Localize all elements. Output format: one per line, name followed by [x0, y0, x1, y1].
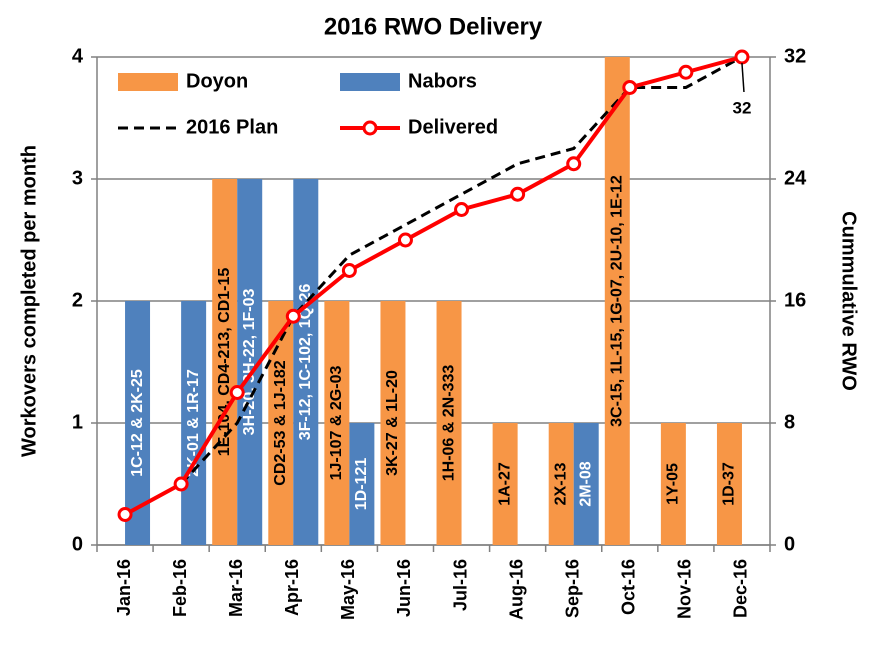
- data-label: 32: [732, 98, 751, 117]
- bar-label: 1C-12 & 2K-25: [129, 369, 146, 477]
- bar-label: 1Y-05: [665, 463, 682, 505]
- marker: [454, 202, 470, 217]
- marker: [285, 308, 301, 324]
- y2-tick-label: 16: [784, 289, 806, 311]
- x-tick-label: Jun-16: [394, 559, 414, 617]
- legend-marker: [362, 120, 378, 136]
- x-tick-label: Nov-16: [675, 559, 695, 619]
- marker: [397, 232, 413, 248]
- y-tick-label: 1: [72, 411, 83, 433]
- marker: [622, 80, 638, 95]
- marker: [510, 186, 526, 202]
- legend-label: Doyon: [186, 70, 248, 92]
- x-tick-label: Aug-16: [506, 559, 526, 620]
- bar: [324, 301, 350, 545]
- bar-label: CD2-53 & 1J-182: [272, 360, 289, 486]
- bar: [573, 423, 599, 545]
- marker: [734, 49, 750, 65]
- bar: [181, 301, 207, 545]
- marker: [678, 64, 694, 80]
- x-tick-label: Feb-16: [170, 559, 190, 617]
- line: [124, 55, 743, 517]
- x-tick-label: Apr-16: [282, 559, 302, 616]
- legend-label: Nabors: [408, 70, 477, 92]
- bar: [492, 423, 518, 545]
- x-tick-label: Mar-16: [226, 559, 246, 617]
- y-tick-label: 0: [72, 533, 83, 555]
- legend-swatch: [340, 73, 400, 91]
- y-tick-label: 3: [72, 167, 83, 189]
- y-axis-label: Workovers completed per month: [18, 145, 40, 457]
- bar: [349, 423, 375, 545]
- bar: [716, 423, 742, 545]
- bar: [436, 301, 462, 545]
- y2-tick-label: 24: [784, 167, 807, 189]
- x-tick-label: Dec-16: [731, 559, 751, 618]
- bar-label: 1D-37: [721, 462, 738, 506]
- y2-tick-label: 32: [784, 45, 806, 67]
- marker: [117, 507, 133, 522]
- bar: [548, 423, 574, 545]
- bar-label: 2M-08: [577, 461, 594, 506]
- bar-label: 1J-107 & 2G-03: [328, 366, 345, 481]
- x-tick-label: May-16: [338, 559, 358, 620]
- bar: [604, 57, 630, 545]
- legend-label: 2016 Plan: [186, 116, 278, 138]
- line: [124, 55, 743, 516]
- x-tick-label: Jul-16: [450, 559, 470, 611]
- y2-tick-label: 8: [784, 411, 795, 433]
- bar-label: 1H-06 & 2N-333: [440, 365, 457, 482]
- bar: [380, 301, 406, 545]
- y-tick-label: 4: [72, 45, 84, 67]
- marker: [341, 263, 357, 278]
- bar-label: 1A-27: [496, 462, 513, 506]
- chart-title: 2016 RWO Delivery: [324, 13, 543, 40]
- y-tick-label: 2: [72, 289, 83, 311]
- bar-label: 3C-15, 1L-15, 1G-07, 2U-10, 1E-12: [609, 175, 626, 427]
- y2-tick-label: 0: [784, 533, 795, 555]
- bar: [293, 179, 319, 545]
- x-tick-label: Sep-16: [562, 559, 582, 618]
- x-tick-label: Jan-16: [114, 559, 134, 616]
- label-leader: [741, 62, 745, 93]
- bar: [212, 179, 238, 545]
- bar-label: 3H-20, 3H-22, 1F-03: [241, 289, 258, 436]
- bar-label: 1D-121: [353, 458, 370, 511]
- marker: [229, 385, 245, 400]
- x-tick-label: Oct-16: [619, 559, 639, 615]
- bar-label: 3K-27 & 1L-20: [384, 370, 401, 476]
- bar-label: 3F-12, 1C-102, 1Q-26: [297, 284, 314, 441]
- bar-label: 1E-104, CD4-213, CD1-15: [216, 268, 233, 457]
- marker: [566, 156, 582, 172]
- marker: [173, 476, 189, 492]
- bar: [660, 423, 686, 545]
- legend-label: Delivered: [408, 116, 498, 138]
- y2-axis-label: Cummulative RWO: [838, 211, 860, 391]
- bar-label: 2X-13: [552, 463, 569, 506]
- bar-label: 2K-01 & 1R-17: [185, 369, 202, 477]
- legend-swatch: [118, 73, 178, 91]
